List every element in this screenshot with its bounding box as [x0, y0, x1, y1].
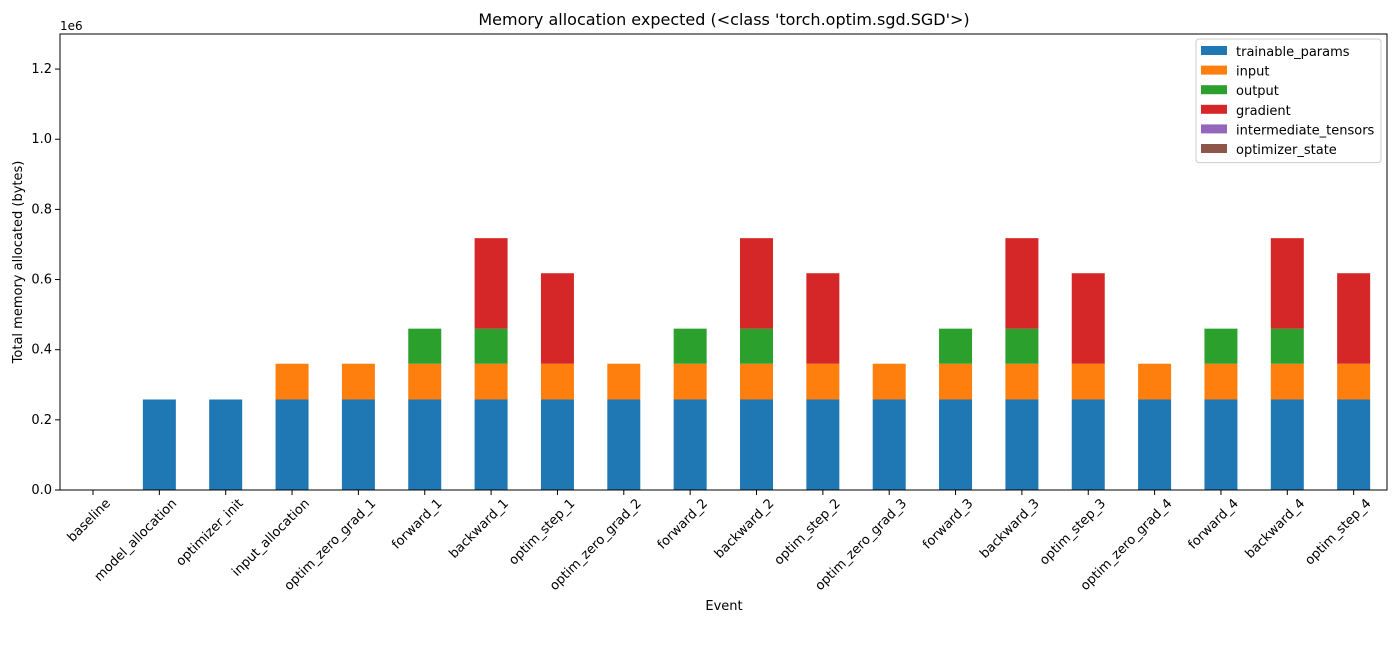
bar-segment-input-backward-3 — [1005, 363, 1039, 400]
legend-label-gradient: gradient — [1236, 104, 1291, 119]
bar-segment-gradient-backward-3 — [1005, 238, 1039, 329]
bar-segment-input-optim-zero-grad-1 — [341, 363, 375, 400]
bar-segment-gradient-optim-step-2 — [806, 273, 840, 364]
bar-segment-trainable-params-optim-zero-grad-4 — [1138, 399, 1172, 490]
bar-segment-trainable-params-model-allocation — [142, 399, 176, 490]
bar-segment-trainable-params-optim-zero-grad-2 — [607, 399, 641, 490]
legend-swatch-optimizer-state — [1201, 144, 1227, 153]
bar-segment-trainable-params-optim-step-3 — [1071, 399, 1105, 490]
x-axis-label: Event — [705, 599, 742, 614]
bar-segment-output-backward-4 — [1270, 328, 1304, 364]
bar-segment-input-backward-2 — [740, 363, 773, 400]
y-tick-label: 0.0 — [31, 483, 52, 498]
legend-label-optimizer-state: optimizer_state — [1236, 143, 1337, 158]
bar-segment-input-forward-1 — [408, 363, 442, 400]
bar-segment-input-forward-3 — [939, 363, 973, 400]
bar-segment-input-optim-step-2 — [806, 363, 840, 400]
bar-segment-trainable-params-backward-1 — [474, 399, 508, 490]
bar-segment-input-optim-step-4 — [1337, 363, 1371, 400]
bar-segment-trainable-params-backward-4 — [1270, 399, 1304, 490]
bar-segment-output-backward-2 — [740, 328, 773, 364]
legend-swatch-intermediate-tensors — [1201, 124, 1227, 134]
legend-swatch-output — [1201, 85, 1227, 95]
bar-segment-output-forward-4 — [1204, 328, 1238, 364]
legend-box — [1195, 38, 1382, 164]
legend-swatch-gradient — [1201, 104, 1227, 114]
y-tick-label: 0.2 — [31, 413, 52, 428]
legend-label-input: input — [1236, 65, 1269, 80]
bar-segment-trainable-params-backward-2 — [740, 399, 773, 490]
legend-label-output: output — [1236, 84, 1279, 99]
bar-segment-input-optim-step-3 — [1071, 363, 1105, 400]
bar-segment-trainable-params-optimizer-init — [209, 399, 243, 490]
bar-segment-trainable-params-forward-3 — [939, 399, 973, 490]
bar-segment-output-forward-3 — [939, 328, 973, 364]
bar-segment-input-optim-zero-grad-3 — [872, 363, 906, 400]
bar-segment-gradient-optim-step-4 — [1337, 273, 1371, 364]
bar-segment-gradient-optim-step-1 — [540, 273, 574, 364]
y-tick-label: 1.0 — [31, 132, 52, 147]
plot-frame — [59, 33, 1388, 491]
bar-segment-trainable-params-forward-1 — [408, 399, 442, 490]
y-axis: 0.0 0.2 0.4 0.6 0.8 1.0 1.2 — [31, 62, 60, 498]
bar-segment-trainable-params-optim-step-2 — [806, 399, 840, 490]
bar-segment-gradient-backward-4 — [1270, 238, 1304, 329]
bar-segment-output-forward-2 — [673, 328, 707, 364]
chart-title: Memory allocation expected (<class 'torc… — [478, 10, 969, 29]
bar-segment-input-backward-1 — [474, 363, 508, 400]
bar-segment-trainable-params-forward-4 — [1204, 399, 1238, 490]
bar-segment-input-forward-4 — [1204, 363, 1238, 400]
bar-segment-input-backward-4 — [1270, 363, 1304, 400]
bar-segment-trainable-params-optim-zero-grad-3 — [872, 399, 906, 490]
bar-segment-trainable-params-forward-2 — [673, 399, 707, 490]
bar-segment-output-backward-3 — [1005, 328, 1039, 364]
legend-swatch-input — [1201, 65, 1227, 75]
bar-segment-input-optim-zero-grad-2 — [607, 363, 641, 400]
bar-segment-output-forward-1 — [408, 328, 442, 364]
y-tick-label: 0.6 — [31, 273, 52, 288]
bar-segment-input-optim-zero-grad-4 — [1138, 363, 1172, 400]
y-tick-label: 0.4 — [31, 343, 52, 358]
bar-segment-trainable-params-input-allocation — [275, 399, 309, 490]
y-tick-label: 0.8 — [31, 202, 52, 217]
bar-segment-input-forward-2 — [673, 363, 707, 400]
bar-segment-gradient-optim-step-3 — [1071, 273, 1105, 364]
y-axis-offset-label: 1e6 — [60, 19, 83, 33]
bar-segment-output-backward-1 — [474, 328, 508, 364]
bar-segment-trainable-params-optim-step-4 — [1337, 399, 1371, 490]
bar-segment-gradient-backward-2 — [740, 238, 773, 329]
y-axis-label: Total memory allocated (bytes) — [11, 161, 26, 365]
bar-segment-input-input-allocation — [275, 363, 309, 400]
bar-segment-gradient-backward-1 — [474, 238, 508, 329]
bar-segment-trainable-params-optim-step-1 — [540, 399, 574, 490]
bar-segment-trainable-params-backward-3 — [1005, 399, 1039, 490]
bar-stacks — [142, 238, 1371, 490]
legend-swatch-trainable-params — [1201, 46, 1227, 55]
legend-label-trainable-params: trainable_params — [1236, 45, 1350, 60]
bar-segment-input-optim-step-1 — [540, 363, 574, 400]
legend-label-intermediate-tensors: intermediate_tensors — [1236, 123, 1375, 138]
y-tick-label: 1.2 — [31, 62, 52, 77]
bar-segment-trainable-params-optim-zero-grad-1 — [341, 399, 375, 490]
